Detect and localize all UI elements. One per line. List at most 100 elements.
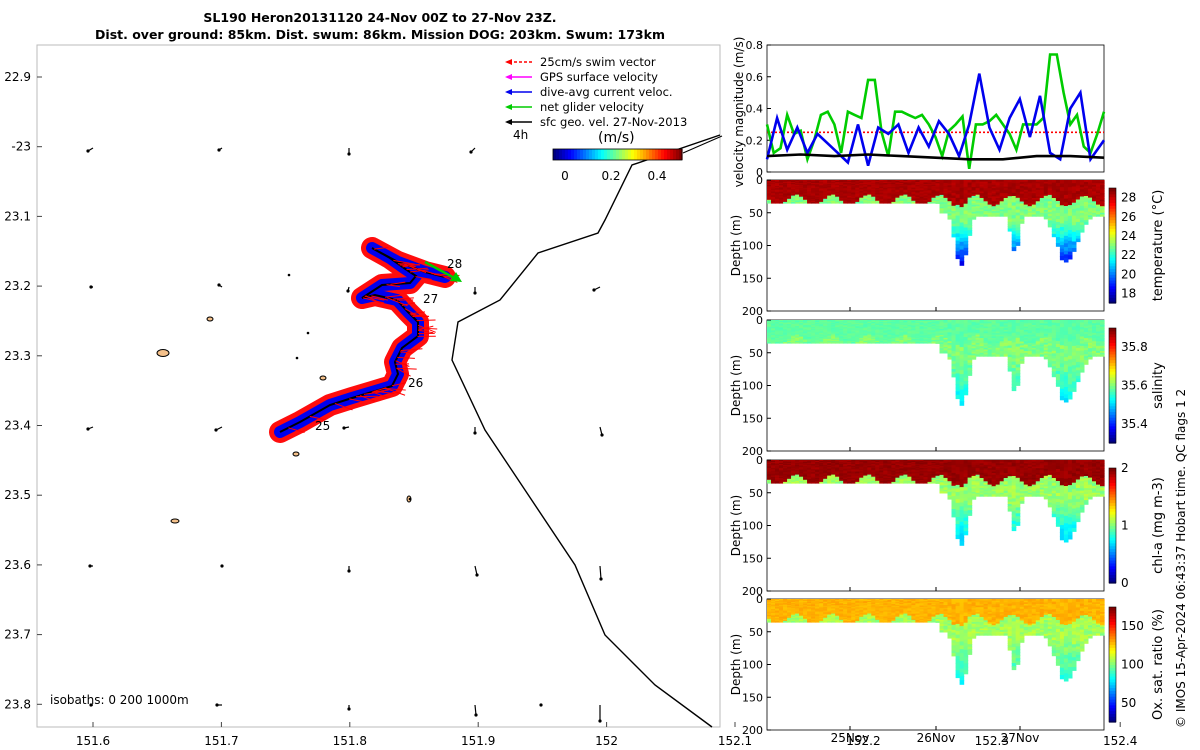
profile-cell <box>843 182 848 184</box>
profile-cell <box>819 340 824 343</box>
profile-cell <box>783 340 788 343</box>
profile-cell <box>855 198 860 201</box>
profile-cell <box>871 192 876 195</box>
profile-cell <box>959 245 965 251</box>
profile-cell <box>1067 370 1073 375</box>
profile-colorbar-cell <box>1109 257 1116 261</box>
profile-cell <box>1063 320 1069 325</box>
profile-cell <box>1096 346 1101 349</box>
profile-cell <box>775 465 780 467</box>
profile-cell <box>931 322 937 324</box>
profile-cell <box>1035 183 1041 186</box>
profile-cell <box>875 468 880 470</box>
profile-cell <box>811 322 816 324</box>
profile-cell <box>787 339 792 342</box>
profile-cell <box>827 463 832 465</box>
profile-cell <box>1067 187 1073 192</box>
profile-cell <box>871 474 876 477</box>
profile-cell <box>859 181 864 183</box>
profile-cell <box>1015 236 1021 240</box>
profile-cell <box>1007 322 1013 326</box>
profile-cell <box>863 328 868 330</box>
profile-cell <box>1031 331 1037 334</box>
profile-cell <box>783 330 788 333</box>
profile-cell <box>859 194 864 197</box>
profile-colorbar-cell <box>1109 394 1116 398</box>
profile-cell <box>983 344 989 347</box>
profile-cell <box>1059 234 1065 239</box>
profile-cell <box>1047 192 1053 196</box>
profile-colorbar-cell <box>1109 391 1116 395</box>
profile-cell <box>1100 207 1105 211</box>
profile-cell <box>1059 352 1065 357</box>
profile-cell <box>823 339 828 342</box>
profile-cell <box>843 466 848 468</box>
profile-cell <box>923 466 929 468</box>
profile-cell <box>919 333 925 336</box>
profile-cell <box>1092 184 1097 188</box>
profile-cell <box>791 184 796 186</box>
profile-cell <box>783 477 788 480</box>
profile-cell <box>827 464 832 466</box>
profile-cell <box>1067 362 1073 368</box>
profile-cell <box>907 341 912 344</box>
profile-cell <box>931 472 937 475</box>
profile-cell <box>847 477 852 480</box>
profile-cell <box>887 464 892 466</box>
profile-cell <box>823 193 828 196</box>
profile-cell <box>883 461 888 463</box>
profile-cell <box>827 472 832 475</box>
profile-cell <box>859 185 864 187</box>
profile-cell <box>1071 323 1077 328</box>
profile-cell <box>863 195 868 198</box>
profile-cell <box>863 472 868 475</box>
profile-cell <box>971 337 977 341</box>
profile-cell <box>955 330 961 335</box>
profile-cell <box>1015 224 1021 229</box>
profile-cell <box>923 470 929 473</box>
profile-cell <box>967 335 973 339</box>
profile-cell <box>983 354 989 357</box>
profile-cell <box>875 337 880 340</box>
profile-cell <box>827 184 832 186</box>
profile-cell <box>935 335 941 338</box>
profile-cell <box>923 468 929 470</box>
profile-cell <box>955 229 961 235</box>
profile-cell <box>827 471 832 474</box>
profile-cell <box>783 469 788 472</box>
profile-cell <box>811 334 816 337</box>
profile-cell <box>807 333 812 336</box>
profile-cell <box>919 185 925 187</box>
profile-cell <box>1039 183 1045 186</box>
profile-cell <box>831 188 836 190</box>
profile-cell <box>855 200 860 203</box>
profile-cell <box>775 480 780 483</box>
profile-cell <box>875 183 880 185</box>
colorbar-cell <box>625 149 629 160</box>
profile-cell <box>807 320 812 322</box>
velocity-series-line <box>765 73 1106 167</box>
profile-cell <box>1083 214 1089 217</box>
profile-cell <box>855 338 860 341</box>
profile-cell <box>1092 191 1097 194</box>
profile-cell <box>1003 333 1009 336</box>
profile-cell <box>987 181 993 184</box>
profile-cell <box>999 183 1005 186</box>
profile-cell <box>887 461 892 463</box>
profile-cell <box>1067 201 1073 206</box>
profile-cell <box>1039 324 1045 328</box>
profile-cell <box>987 328 993 331</box>
profile-cell <box>923 472 929 475</box>
profile-cell <box>823 337 828 340</box>
profile-cell <box>1067 395 1073 400</box>
profile-ytick-label: 100 <box>742 380 763 393</box>
profile-cell <box>859 198 864 201</box>
profile-cell <box>795 461 800 463</box>
profile-cell <box>815 480 820 483</box>
profile-cell <box>815 199 820 202</box>
profile-cell <box>823 466 828 468</box>
profile-cell <box>895 331 900 334</box>
profile-cell <box>775 476 780 479</box>
profile-cell <box>831 476 836 479</box>
profile-cell <box>1083 222 1089 225</box>
